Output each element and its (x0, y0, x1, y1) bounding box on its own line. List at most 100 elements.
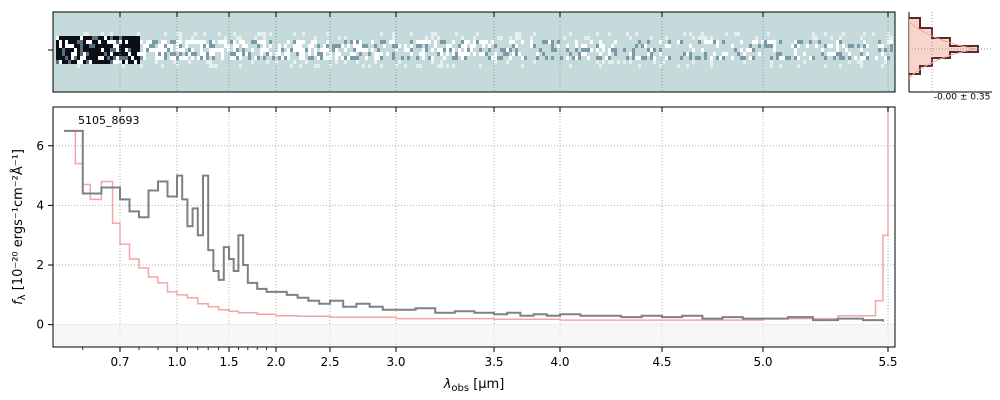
trace-pixel (110, 48, 113, 52)
trace-pixel (362, 64, 365, 68)
trace-pixel (158, 44, 161, 48)
trace-pixel (569, 64, 572, 68)
trace-pixel (452, 40, 455, 44)
trace-pixel (644, 44, 647, 48)
trace-pixel (206, 52, 209, 56)
trace-pixel (371, 48, 374, 52)
trace-pixel (101, 32, 104, 36)
trace-pixel (518, 52, 521, 56)
trace-pixel (281, 56, 284, 60)
trace-pixel (455, 32, 458, 36)
trace-pixel (812, 36, 815, 40)
trace-pixel (125, 52, 128, 56)
trace-pixel (233, 52, 236, 56)
trace-pixel (281, 48, 284, 52)
trace-pixel (356, 56, 359, 60)
trace-pixel (665, 36, 668, 40)
trace-pixel (182, 48, 185, 52)
trace-pixel (752, 48, 755, 52)
trace-pixel (788, 56, 791, 60)
trace-pixel (212, 64, 215, 68)
trace-pixel (860, 64, 863, 68)
trace-pixel (890, 44, 893, 48)
trace-pixel (305, 48, 308, 52)
trace-pixel (611, 44, 614, 48)
trace-pixel (743, 56, 746, 60)
trace-pixel (380, 64, 383, 68)
trace-pixel (344, 56, 347, 60)
trace-pixel (74, 56, 77, 60)
trace-pixel (575, 40, 578, 44)
trace-pixel (161, 56, 164, 60)
trace-pixel (431, 36, 434, 40)
trace-pixel (245, 44, 248, 48)
trace-pixel (458, 48, 461, 52)
trace-pixel (323, 52, 326, 56)
trace-pixel (398, 60, 401, 64)
trace-pixel (134, 60, 137, 64)
trace-pixel (599, 40, 602, 44)
x-tick-label: 4.5 (652, 355, 671, 369)
trace-pixel (299, 44, 302, 48)
trace-pixel (794, 40, 797, 44)
trace-pixel (422, 52, 425, 56)
trace-pixel (458, 44, 461, 48)
trace-pixel (422, 40, 425, 44)
trace-pixel (272, 56, 275, 60)
trace-pixel (368, 64, 371, 68)
trace-pixel (173, 60, 176, 64)
trace-pixel (170, 52, 173, 56)
trace-pixel (239, 64, 242, 68)
trace-pixel (797, 64, 800, 68)
trace-pixel (575, 48, 578, 52)
trace-pixel (86, 44, 89, 48)
trace-pixel (293, 40, 296, 44)
trace-pixel (464, 44, 467, 48)
trace-pixel (431, 48, 434, 52)
trace-pixel (128, 52, 131, 56)
trace-pixel (302, 52, 305, 56)
trace-pixel (287, 52, 290, 56)
trace-pixel (392, 40, 395, 44)
trace-pixel (743, 52, 746, 56)
trace-pixel (83, 44, 86, 48)
trace-pixel (770, 40, 773, 44)
trace-pixel (56, 52, 59, 56)
trace-pixel (857, 60, 860, 64)
trace-pixel (722, 40, 725, 44)
trace-pixel (608, 48, 611, 52)
trace-pixel (170, 56, 173, 60)
trace-pixel (392, 44, 395, 48)
trace-pixel (677, 40, 680, 44)
trace-pixel (848, 44, 851, 48)
trace-pixel (188, 48, 191, 52)
trace-pixel (218, 40, 221, 44)
trace-pixel (128, 36, 131, 40)
trace-pixel (233, 56, 236, 60)
trace-pixel (191, 36, 194, 40)
trace-pixel (731, 56, 734, 60)
trace-pixel (380, 32, 383, 36)
spectrum-1d-panel: 0.7 1.0 1.5 2.0 2.5 3.0 3.5 4.0 4.5 5.0 5.5 0246 5… (36, 107, 897, 369)
trace-pixel (263, 44, 266, 48)
trace-pixel (98, 60, 101, 64)
trace-pixel (323, 48, 326, 52)
trace-pixel (203, 40, 206, 44)
trace-pixel (77, 64, 80, 68)
trace-pixel (188, 60, 191, 64)
trace-pixel (365, 48, 368, 52)
trace-pixel (266, 60, 269, 64)
trace-pixel (152, 44, 155, 48)
trace-pixel (488, 48, 491, 52)
trace-pixel (785, 56, 788, 60)
trace-pixel (752, 56, 755, 60)
trace-pixel (230, 40, 233, 44)
trace-pixel (434, 32, 437, 36)
trace-pixel (371, 40, 374, 44)
x-tick-label: 5.0 (753, 355, 772, 369)
trace-pixel (311, 44, 314, 48)
trace-pixel (278, 44, 281, 48)
trace-pixel (284, 56, 287, 60)
trace-pixel (239, 56, 242, 60)
x-tick-label: 3.0 (386, 355, 405, 369)
